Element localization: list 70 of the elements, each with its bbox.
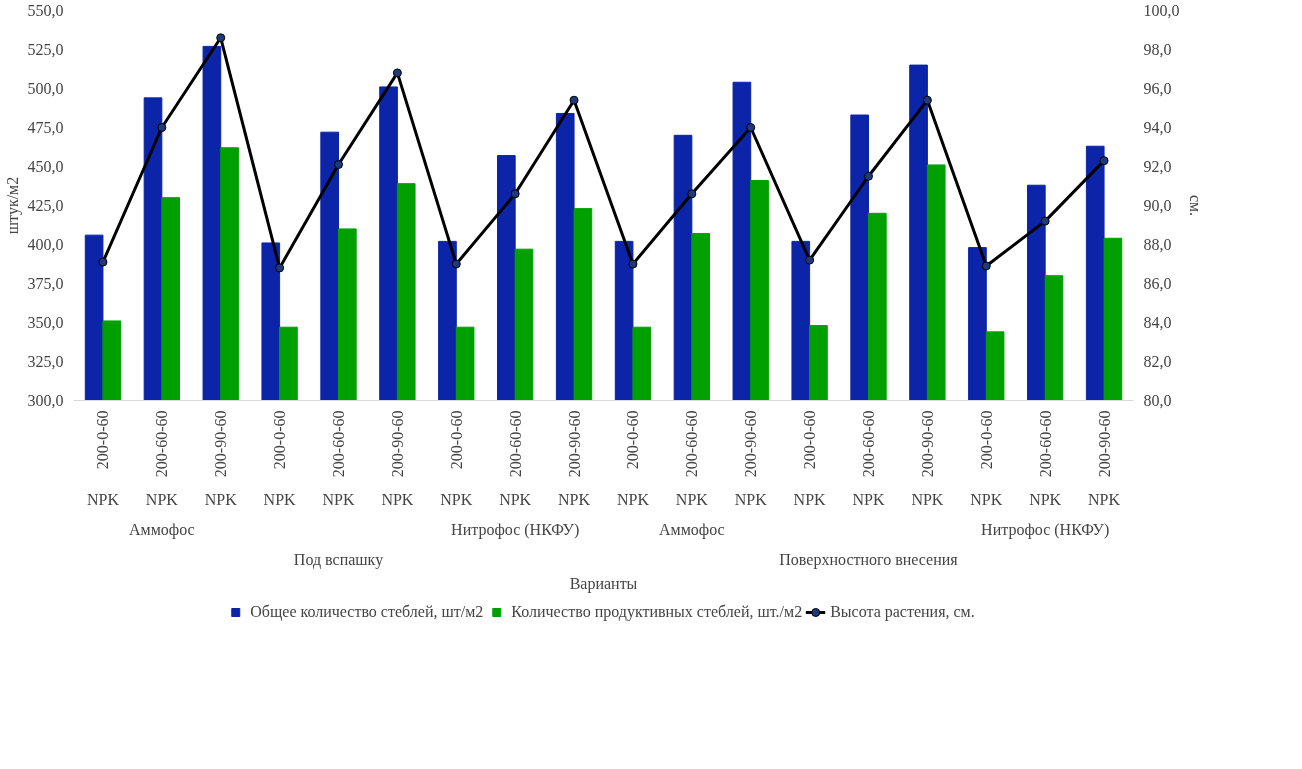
text: Под вспашку	[293, 550, 384, 569]
category-label: 200-90-60 NPK	[381, 410, 414, 508]
y2-tick-label: 80,0	[1143, 392, 1172, 409]
point	[334, 160, 343, 170]
category-label: 200-0-60 NPK	[970, 410, 1003, 508]
y-tick-label: 450,0	[27, 158, 64, 175]
point	[628, 259, 638, 269]
point	[922, 95, 932, 105]
category-label: 200-90-60 NPK	[911, 410, 944, 508]
category-label: 200-90-60 NPK	[1088, 410, 1121, 508]
point	[1099, 156, 1109, 166]
point	[157, 123, 167, 132]
text: Поверхностного внесения	[779, 550, 959, 569]
category-label: 200-60-60 NPK	[852, 410, 885, 508]
y2-tick-label: 96,0	[1143, 80, 1172, 97]
category-label: 200-90-60 NPK	[734, 410, 767, 508]
point	[216, 33, 226, 43]
point	[746, 123, 756, 132]
point	[864, 171, 873, 181]
y-tick-label: 400,0	[27, 236, 64, 253]
legend-label: Количество продуктивных стеблей, шт./м2	[511, 603, 803, 621]
y2-tick-label: 94,0	[1143, 119, 1172, 136]
text: Аммофос	[129, 520, 195, 539]
point	[392, 68, 402, 78]
point	[510, 189, 520, 199]
y-tick-label: 425,0	[27, 197, 64, 214]
text: Нитрофос (НКФУ)	[981, 520, 1110, 539]
y-tick-label: 300,0	[27, 392, 64, 409]
y2-tick-label: 90,0	[1143, 197, 1172, 214]
y2-tick-label: 82,0	[1143, 353, 1172, 370]
y-axis-title: штук/м2	[3, 176, 22, 235]
point	[981, 261, 991, 271]
category-label: 200-90-60 NPK	[558, 410, 591, 508]
point	[569, 95, 579, 105]
y-tick-label: 375,0	[27, 275, 64, 292]
y2-tick-label: 84,0	[1143, 314, 1172, 331]
y-tick-label: 325,0	[27, 353, 64, 370]
point	[687, 189, 697, 199]
category-label: 200-60-60 NPK	[322, 410, 355, 508]
y2-tick-label: 86,0	[1143, 275, 1172, 292]
y-tick-label: 350,0	[27, 314, 64, 331]
category-label: 200-0-60 NPK	[440, 410, 473, 508]
text: Нитрофос (НКФУ)	[451, 520, 580, 539]
legend-label: Общее количество стеблей, шт/м2	[250, 603, 484, 621]
y2-tick-label: 92,0	[1143, 158, 1172, 175]
category-label: 200-90-60 NPK	[204, 410, 237, 508]
category-label: 200-0-60 NPK	[86, 410, 119, 508]
point	[805, 255, 815, 265]
point	[275, 263, 285, 273]
legend-label: Высота растения, см.	[830, 603, 975, 621]
y2-tick-label: 98,0	[1143, 41, 1172, 58]
category-label: 200-0-60 NPK	[616, 410, 649, 508]
y-tick-label: 475,0	[27, 119, 64, 136]
point	[1040, 216, 1050, 226]
y-tick-label: 550,0	[27, 2, 64, 19]
category-label: 200-0-60 NPK	[263, 410, 296, 508]
point	[451, 259, 461, 269]
y2-tick-label: 100,0	[1143, 2, 1180, 19]
category-label: 200-60-60 NPK	[145, 410, 178, 508]
y-tick-label: 500,0	[27, 80, 64, 97]
y-tick-label: 525,0	[27, 41, 64, 58]
y2-axis-title: см.	[1186, 194, 1204, 217]
category-label: 200-0-60 NPK	[793, 410, 826, 508]
category-label: 200-60-60 NPK	[499, 410, 532, 508]
text: Варианты	[569, 574, 638, 593]
point	[98, 257, 108, 267]
category-label: 200-60-60 NPK	[675, 410, 708, 508]
y2-tick-label: 88,0	[1143, 236, 1172, 253]
text: Аммофос	[659, 520, 725, 539]
category-label: 200-60-60 NPK	[1029, 410, 1062, 508]
